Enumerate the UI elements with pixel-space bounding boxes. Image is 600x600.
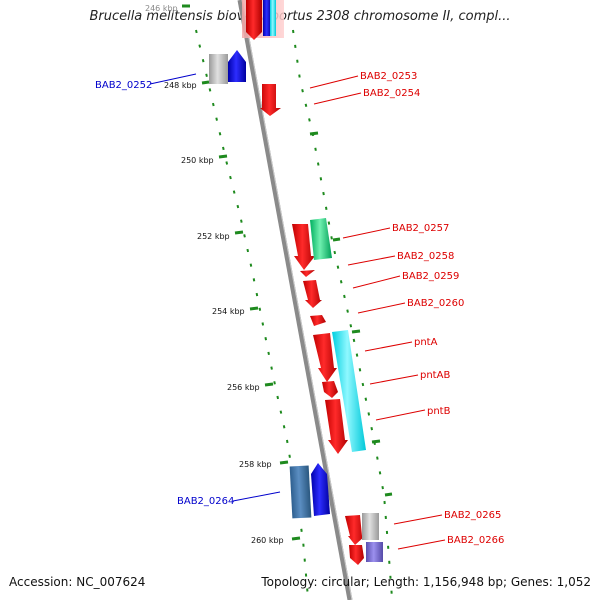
gene-feature-bab2-0264 — [311, 463, 330, 516]
gene-label-pntab[interactable]: pntAB — [420, 370, 450, 381]
gene-label-bab2-0258[interactable]: BAB2_0258 — [397, 251, 454, 262]
tick-label: 246 kbp — [145, 4, 178, 13]
gene-feature-bab2-0266 — [349, 545, 364, 565]
gene-feature-bab2-0257 — [292, 224, 315, 270]
gene-feature-pnta — [313, 333, 337, 382]
top-feature-blue — [263, 0, 271, 36]
gene-feature-bab2-0254 — [260, 84, 281, 116]
gene-label-bab2-0257[interactable]: BAB2_0257 — [392, 223, 449, 234]
gene-feature-pnt-cyan — [332, 330, 366, 452]
gene-feature-bab2-0265-gray — [362, 513, 379, 540]
tick-marks — [182, 4, 393, 541]
map-title: Brucella melitensis biovar Abortus 2308 … — [89, 9, 511, 24]
gene-feature-pntb — [325, 399, 348, 454]
gene-label-bab2-0253[interactable]: BAB2_0253 — [360, 71, 417, 82]
gc-skew-curve-right — [292, 29, 393, 599]
tick-labels: 246 kbp 248 kbp 250 kbp 252 kbp 254 kbp … — [145, 4, 284, 545]
gene-feature-bab2-0258 — [300, 270, 315, 277]
gene-feature-bab2-0265 — [345, 515, 365, 545]
gene-label-bab2-0254[interactable]: BAB2_0254 — [363, 88, 420, 99]
gene-feature-bab2-0252 — [228, 50, 246, 82]
gene-feature-bab2-0266-violet — [366, 542, 383, 562]
topology-text: Topology: circular; Length: 1,156,948 bp… — [261, 575, 591, 589]
gene-feature-bab2-0264-steel — [289, 465, 312, 519]
gene-feature-bab2-0259 — [303, 280, 322, 308]
tick-label: 258 kbp — [239, 460, 272, 469]
tick-label: 250 kbp — [181, 156, 214, 165]
gene-feature-bab2-0252-gray — [209, 54, 228, 84]
gene-feature-pntab — [322, 381, 338, 398]
tick-label: 252 kbp — [197, 232, 230, 241]
tick-label: 256 kbp — [227, 383, 260, 392]
top-feature-cyan — [270, 0, 276, 36]
gene-feature-bab2-0257-green — [310, 218, 332, 260]
gene-label-pntb[interactable]: pntB — [427, 406, 451, 417]
backbone-track — [237, 0, 353, 600]
tick-label: 248 kbp — [164, 81, 197, 90]
gene-label-bab2-0265[interactable]: BAB2_0265 — [444, 510, 501, 521]
accession-text: Accession: NC_007624 — [9, 575, 146, 589]
gene-label-bab2-0259[interactable]: BAB2_0259 — [402, 271, 459, 282]
top-feature-red — [246, 0, 262, 40]
gene-label-bab2-0264[interactable]: BAB2_0264 — [177, 496, 234, 507]
label-leader-lines — [149, 73, 446, 550]
gene-feature-bab2-0260 — [310, 315, 326, 326]
gene-labels: BAB2_0252 BAB2_0253 BAB2_0254 BAB2_0257 … — [95, 71, 504, 546]
tick-label: 260 kbp — [251, 536, 284, 545]
backbone-highlight — [241, 0, 353, 600]
gene-label-pnta[interactable]: pntA — [414, 337, 438, 348]
gene-label-bab2-0252[interactable]: BAB2_0252 — [95, 80, 152, 91]
gene-label-bab2-0266[interactable]: BAB2_0266 — [447, 535, 504, 546]
tick-label: 254 kbp — [212, 307, 245, 316]
gene-label-bab2-0260[interactable]: BAB2_0260 — [407, 298, 464, 309]
